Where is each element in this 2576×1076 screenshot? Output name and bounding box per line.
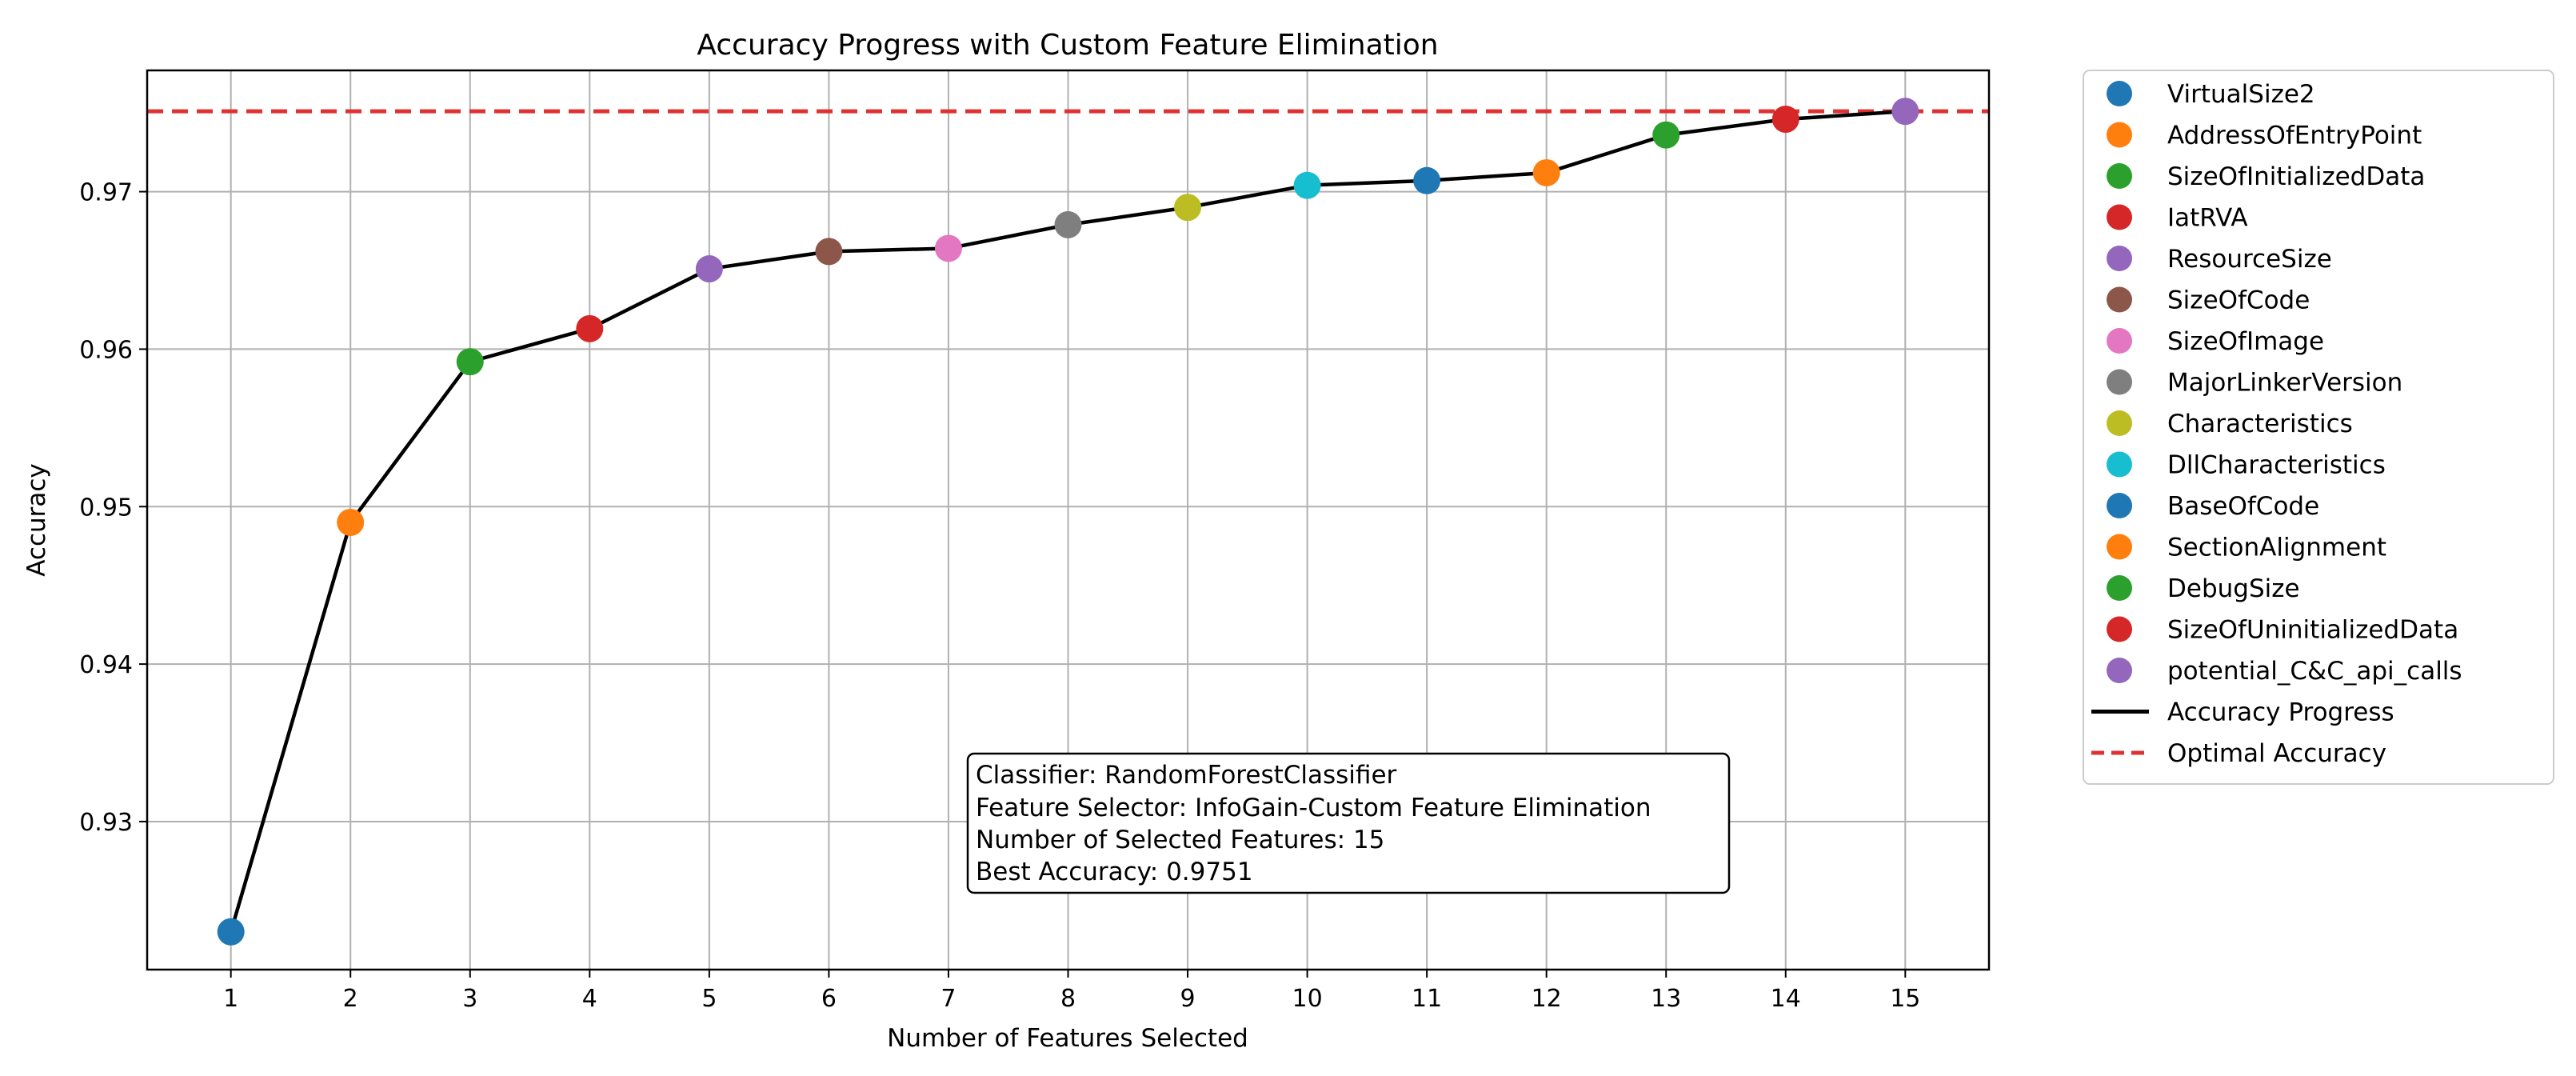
legend-marker — [2107, 328, 2132, 354]
annotation-line-4: Best Accuracy: 0.9751 — [976, 858, 1253, 886]
legend-label: SizeOfCode — [2167, 286, 2310, 315]
legend-marker — [2107, 246, 2132, 271]
data-point — [1652, 121, 1680, 149]
x-tick-label: 8 — [1060, 985, 1076, 1013]
x-tick-label: 6 — [821, 985, 837, 1013]
data-point — [1771, 106, 1799, 134]
y-tick-label: 0.93 — [79, 809, 133, 837]
data-point — [1413, 166, 1441, 194]
data-point — [1174, 194, 1202, 222]
x-tick-label: 13 — [1651, 985, 1681, 1013]
x-tick-label: 14 — [1771, 985, 1801, 1013]
x-tick-label: 1 — [223, 985, 238, 1013]
legend-label: ResourceSize — [2167, 245, 2332, 274]
legend-label: DllCharacteristics — [2167, 451, 2386, 480]
data-point — [1054, 210, 1082, 238]
x-tick-label: 9 — [1180, 985, 1195, 1013]
data-point — [1532, 158, 1560, 186]
legend-marker — [2107, 616, 2132, 642]
x-tick-label: 7 — [941, 985, 956, 1013]
legend-marker — [2107, 286, 2132, 313]
legend-marker — [2107, 451, 2132, 478]
x-tick-label: 15 — [1890, 985, 1920, 1013]
data-point — [217, 918, 245, 946]
x-tick-label: 5 — [701, 985, 717, 1013]
legend-marker — [2107, 493, 2132, 518]
legend-label: Optimal Accuracy — [2167, 739, 2386, 768]
legend-label: BaseOfCode — [2167, 492, 2319, 521]
chart-title: Accuracy Progress with Custom Feature El… — [697, 29, 1438, 62]
x-tick-label: 10 — [1292, 985, 1322, 1013]
annotation-frame — [966, 752, 1731, 894]
legend-label: SizeOfInitializedData — [2167, 162, 2425, 191]
legend-label: DebugSize — [2167, 574, 2300, 603]
legend-label: IatRVA — [2167, 204, 2248, 233]
data-point — [815, 238, 843, 266]
legend-label: SizeOfImage — [2167, 327, 2324, 356]
x-tick-label: 4 — [582, 985, 597, 1013]
legend: VirtualSize2 AddressOfEntryPoint SizeOfIni… — [2083, 70, 2554, 785]
legend-label: AddressOfEntryPoint — [2167, 122, 2422, 150]
y-ticks: 0.93 0.94 0.95 0.96 0.97 — [79, 179, 147, 837]
data-point — [337, 508, 365, 536]
legend-label: Characteristics — [2167, 410, 2353, 438]
legend-marker — [2107, 658, 2132, 683]
x-tick-label: 12 — [1532, 985, 1562, 1013]
data-point — [695, 255, 723, 283]
y-tick-label: 0.95 — [79, 494, 133, 522]
legend-label: SizeOfUninitializedData — [2167, 616, 2458, 645]
legend-marker — [2107, 163, 2132, 189]
legend-label: potential_C&C_api_calls — [2167, 657, 2462, 686]
data-point — [934, 234, 962, 262]
annotation-line-3: Number of Selected Features: 15 — [976, 826, 1384, 854]
x-tick-label: 2 — [343, 985, 358, 1013]
y-tick-label: 0.96 — [79, 336, 133, 364]
legend-frame — [2083, 70, 2554, 785]
x-tick-label: 11 — [1412, 985, 1442, 1013]
legend-marker — [2107, 81, 2132, 106]
legend-marker — [2107, 369, 2132, 395]
legend-marker — [2107, 410, 2132, 436]
legend-label: SectionAlignment — [2167, 534, 2386, 562]
legend-marker — [2107, 122, 2132, 148]
legend-label: Accuracy Progress — [2167, 698, 2394, 727]
data-point — [456, 348, 484, 376]
legend-label: MajorLinkerVersion — [2167, 369, 2402, 398]
legend-marker — [2107, 575, 2132, 601]
y-axis-label: Accuracy — [22, 463, 51, 577]
x-axis-label: Number of Features Selected — [887, 1024, 1248, 1053]
legend-marker — [2107, 204, 2132, 230]
points-layer — [217, 98, 1919, 946]
data-point — [1293, 171, 1321, 199]
x-tick-label: 3 — [462, 985, 477, 1013]
y-tick-label: 0.97 — [79, 179, 133, 207]
legend-label: VirtualSize2 — [2167, 80, 2315, 109]
data-point — [576, 314, 604, 342]
annotation-box: Classifier: RandomForestClassifier Featu… — [966, 752, 1731, 894]
annotation-line-2: Feature Selector: InfoGain-Custom Featur… — [976, 794, 1651, 822]
x-ticks: 1 2 3 4 5 6 7 8 9 10 11 12 13 14 15 — [223, 970, 1920, 1013]
y-tick-label: 0.94 — [79, 651, 133, 679]
data-point — [1891, 98, 1919, 126]
legend-marker — [2107, 534, 2132, 560]
annotation-line-1: Classifier: RandomForestClassifier — [976, 761, 1397, 790]
